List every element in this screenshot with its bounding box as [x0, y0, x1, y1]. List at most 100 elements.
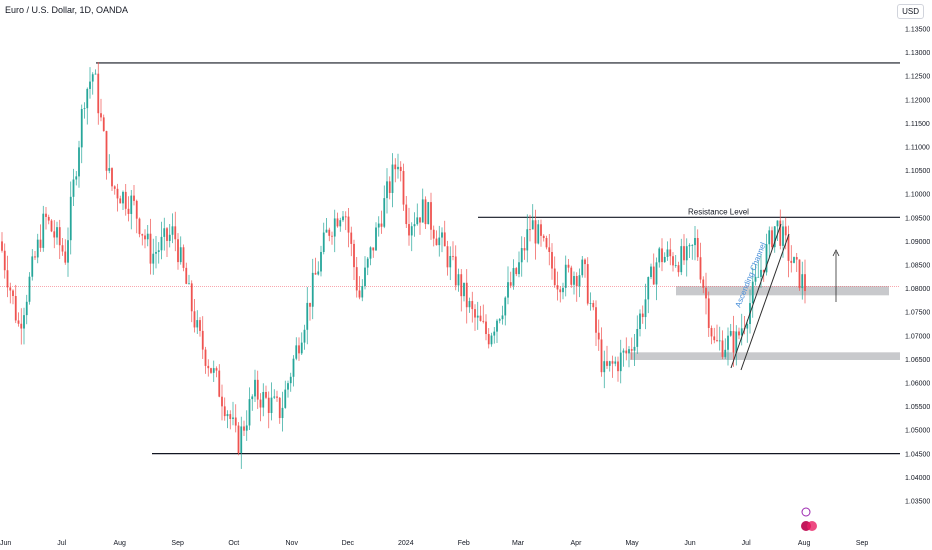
candle-body — [207, 365, 210, 369]
candle-body — [674, 265, 677, 267]
candle-body — [782, 226, 784, 246]
candle-body — [124, 191, 127, 209]
candle-body — [325, 229, 328, 233]
candle-body — [592, 303, 595, 308]
candle-body — [485, 321, 487, 335]
candle-body — [138, 218, 141, 235]
y-tick-label: 1.10500 — [905, 168, 930, 175]
candle-body — [144, 235, 146, 240]
candle-body — [512, 268, 515, 286]
y-tick-label: 1.06500 — [905, 357, 930, 364]
candle-body — [245, 425, 248, 431]
horizontal-levels: 1.127811.095101.045031.0804507:06:39 — [0, 57, 931, 459]
candle-body — [9, 287, 12, 291]
candle-body — [457, 274, 460, 286]
candle-body — [611, 361, 614, 364]
y-tick-label: 1.12000 — [905, 97, 930, 104]
candle-body — [751, 281, 754, 304]
candle-body — [251, 396, 254, 400]
candle-body — [86, 88, 89, 109]
price-axis-background — [900, 0, 932, 550]
x-tick-label: Jun — [0, 540, 11, 547]
candle-body — [248, 399, 251, 426]
candle-body — [658, 248, 661, 263]
candle-body — [625, 350, 628, 354]
candle-body — [663, 256, 666, 263]
candle-body — [320, 251, 322, 272]
candle-body — [432, 229, 435, 239]
candle-body — [50, 220, 53, 232]
candle-body — [531, 220, 534, 230]
candle-body — [801, 274, 804, 289]
y-tick-label: 1.08500 — [905, 263, 930, 270]
x-tick-label: Jun — [684, 540, 695, 547]
candle-body — [328, 229, 331, 236]
price-axis[interactable]: 1.13500 1.13000 1.12500 1.12000 1.11500 1.110… — [900, 0, 932, 550]
candle-body — [397, 166, 399, 170]
resistance-label: Resistance Level — [688, 207, 749, 216]
candle-body — [78, 147, 80, 177]
candle-body — [149, 233, 152, 264]
candle-body — [793, 257, 795, 263]
lower-support-zone — [630, 352, 902, 360]
candle-body — [738, 331, 740, 336]
candle-body — [265, 391, 267, 398]
candle-body — [677, 265, 680, 273]
candle-body — [691, 245, 694, 246]
candle-body — [520, 248, 523, 263]
y-tick-label: 1.09000 — [905, 239, 930, 246]
candle-body — [779, 220, 782, 246]
y-tick-label: 1.13000 — [905, 50, 930, 57]
candle-body — [490, 335, 493, 345]
candle-body — [540, 224, 542, 236]
candle-body — [410, 226, 413, 236]
candle-body — [732, 331, 735, 353]
candle-body — [259, 399, 262, 408]
candle-body — [31, 256, 34, 277]
support-zones — [630, 286, 902, 360]
candle-body — [168, 234, 171, 241]
candle-body — [196, 320, 199, 328]
y-tick-label: 1.10000 — [905, 192, 930, 199]
candle-body — [232, 417, 234, 419]
y-tick-label: 1.04000 — [905, 475, 930, 482]
candle-body — [507, 282, 509, 298]
event-marker-icon — [807, 521, 817, 531]
chart-title: Euro / U.S. Dollar, 1D, OANDA — [5, 5, 129, 15]
candle-body — [229, 414, 232, 419]
candle-body — [221, 396, 223, 407]
candlestick-series — [1, 62, 806, 469]
candle-body — [380, 223, 383, 227]
candle-body — [273, 396, 276, 398]
candle-body — [548, 247, 551, 253]
currency-button[interactable]: USD — [897, 4, 924, 19]
channel-lower-line — [740, 233, 790, 371]
candle-body — [47, 216, 50, 221]
candle-body — [762, 269, 765, 273]
time-axis[interactable]: Jun Jul Aug Sep Oct Nov Dec 2024 Feb Mar Apr May Jun… — [0, 540, 868, 547]
candle-body — [281, 407, 284, 419]
candle-body — [413, 224, 416, 227]
candle-body — [721, 340, 724, 357]
x-tick-label: Oct — [228, 540, 239, 547]
candle-body — [157, 250, 160, 252]
candle-body — [430, 202, 432, 230]
candle-body — [210, 368, 212, 373]
candle-body — [111, 168, 113, 187]
candle-body — [446, 246, 449, 268]
candle-body — [661, 248, 663, 263]
candle-body — [201, 330, 204, 350]
candle-body — [322, 232, 325, 252]
candle-body — [34, 256, 36, 258]
candle-body — [570, 267, 573, 285]
candle-body — [586, 264, 589, 304]
candle-body — [188, 283, 190, 285]
candle-body — [804, 274, 806, 292]
x-tick-label: Sep — [856, 540, 869, 547]
candle-body — [567, 264, 570, 268]
lightning-icon — [801, 507, 811, 517]
candle-body — [353, 243, 355, 268]
candle-body — [496, 320, 498, 332]
channel-upper-line — [730, 223, 782, 369]
